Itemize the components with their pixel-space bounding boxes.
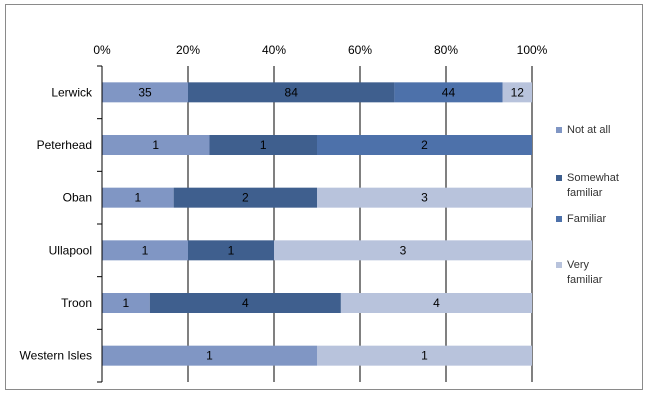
data-label: 2 (421, 138, 428, 152)
category-label: Troon (61, 296, 92, 310)
axes: 0% 20% 40% 60% 80% 100% Lerwick Peterhead Oban Ul… (20, 43, 548, 383)
data-label: 2 (242, 191, 249, 205)
legend-label: Not at all (567, 124, 610, 136)
bar-segment (340, 293, 532, 313)
legend-swatch (556, 262, 562, 268)
x-tick-label: 0% (93, 43, 111, 57)
data-label: 1 (134, 191, 141, 205)
x-tick-label: 80% (434, 43, 458, 57)
bar-segment (209, 135, 317, 155)
legend: Not at all Somewhat familiar Familiar Very fa… (556, 124, 619, 286)
bar-segment (102, 82, 188, 103)
legend-label: Very familiar (567, 259, 603, 286)
bar-segment (102, 135, 210, 155)
category-label: Peterhead (37, 138, 92, 152)
bar-segment (149, 293, 341, 313)
category-label: Oban (63, 191, 92, 205)
legend-swatch (556, 175, 562, 181)
gridlines (187, 66, 533, 382)
data-label: 1 (142, 243, 149, 257)
data-label: 1 (123, 296, 130, 310)
data-label: 84 (285, 85, 299, 99)
bar-segment (102, 240, 188, 261)
legend-swatch (556, 216, 562, 222)
x-tick-label: 100% (517, 43, 548, 57)
bar-segment (317, 187, 532, 208)
data-label: 1 (421, 349, 428, 363)
data-label: 12 (511, 85, 525, 99)
bar-segment (102, 187, 174, 208)
data-label: 3 (400, 243, 407, 257)
bar-segment (102, 293, 150, 313)
x-tick-label: 60% (348, 43, 372, 57)
bar-segment (317, 135, 532, 155)
data-label: 35 (138, 85, 152, 99)
bar-segment (188, 240, 274, 261)
data-label: 44 (442, 85, 456, 99)
x-tick-label: 20% (176, 43, 200, 57)
data-label: 3 (421, 191, 428, 205)
data-label: 1 (260, 138, 267, 152)
legend-label: Somewhat familiar (567, 172, 619, 199)
category-label: Western Isles (20, 349, 92, 363)
bar-segment (502, 82, 532, 103)
bar-segment (317, 345, 532, 366)
bar-segment (173, 187, 317, 208)
category-label: Lerwick (51, 85, 93, 99)
legend-swatch (556, 127, 562, 133)
category-label: Ullapool (49, 243, 92, 257)
data-label: 1 (228, 243, 235, 257)
bar-segment (102, 345, 317, 366)
bar-segment (188, 82, 395, 103)
bar-segment (274, 240, 532, 261)
bar-segment (394, 82, 503, 103)
legend-label: Familiar (567, 213, 606, 225)
data-label: 1 (152, 138, 159, 152)
bars: 35 84 44 121 1 21 2 31 1 31 4 41 1 (102, 82, 532, 366)
data-label: 1 (206, 349, 213, 363)
x-tick-label: 40% (262, 43, 286, 57)
data-label: 4 (242, 296, 249, 310)
data-label: 4 (433, 296, 440, 310)
